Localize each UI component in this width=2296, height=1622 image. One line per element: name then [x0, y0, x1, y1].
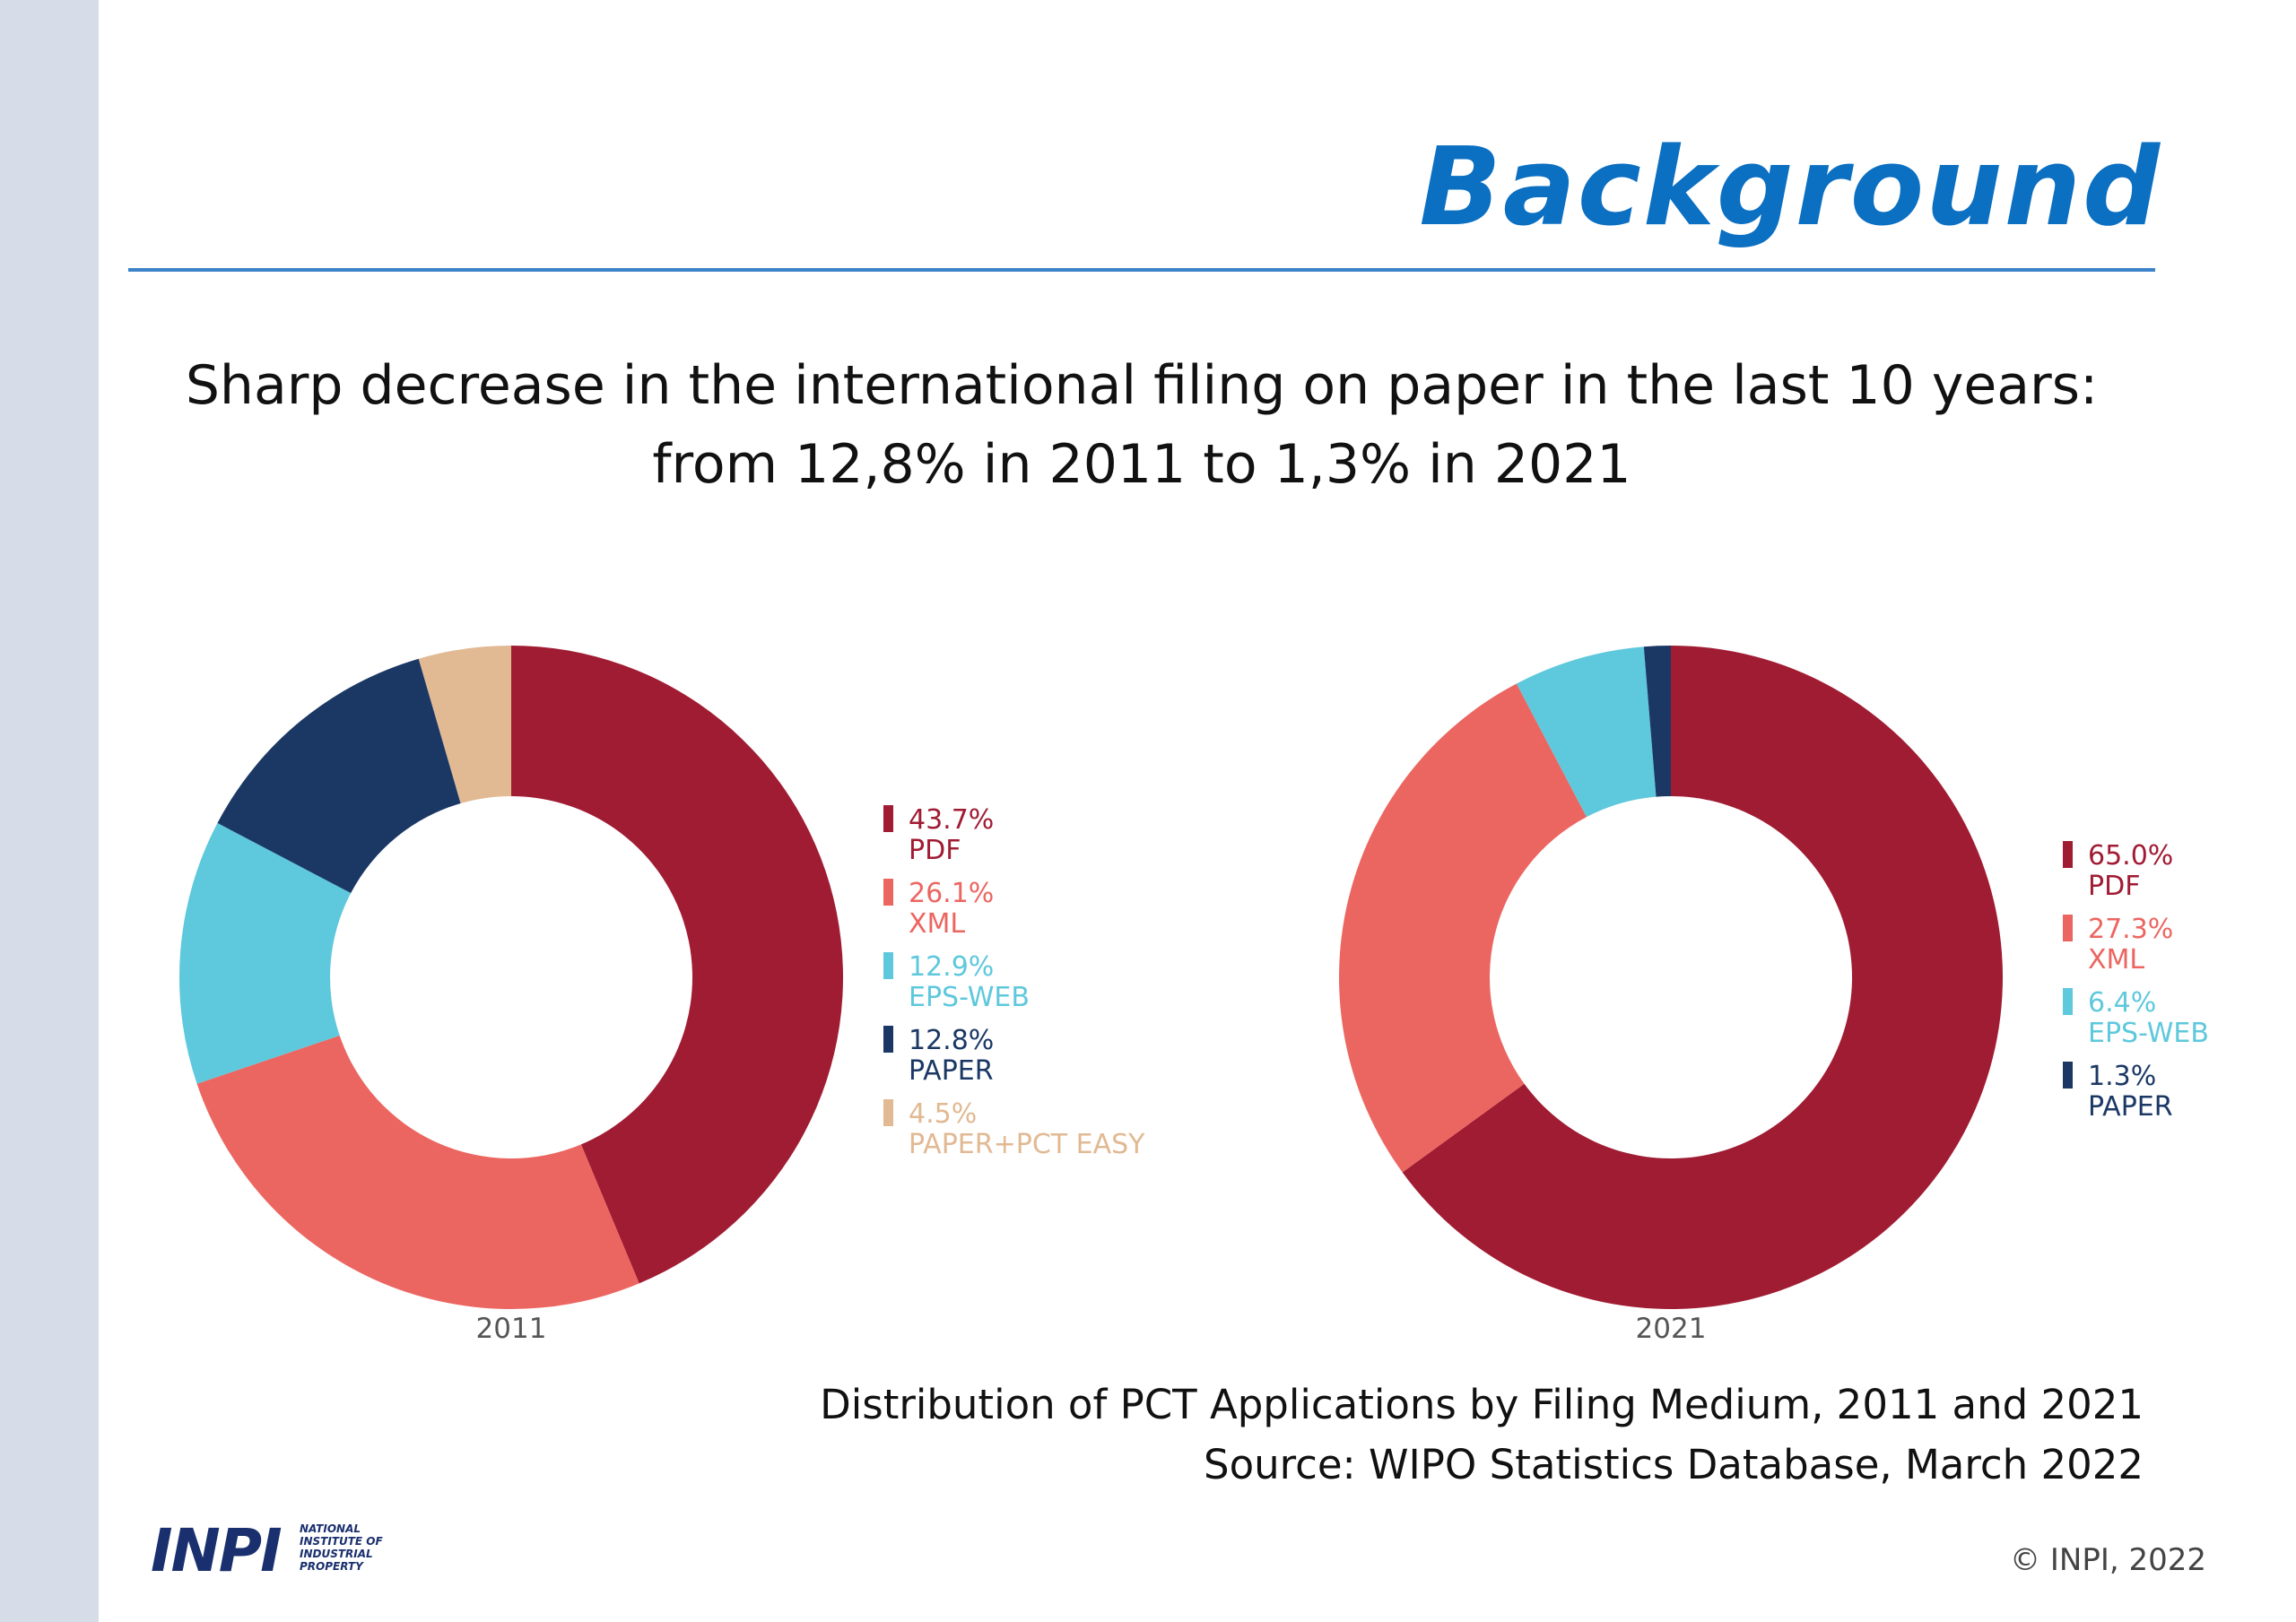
slice-eps-web: [179, 822, 352, 1084]
legend-swatch: [883, 1026, 893, 1053]
legend-label: PDF: [909, 835, 961, 866]
legend-label: XML: [2088, 944, 2144, 976]
legend-entry: 26.1%XML: [883, 878, 994, 940]
slice-pdf: [1402, 646, 2003, 1309]
legend-entry: 6.4%EPS-WEB: [2063, 987, 2209, 1049]
donut-chart-2021: 65.0%PDF 27.3%XML 6.4%EPS-WEB 1.3%PAPER 2021: [1339, 646, 2209, 1345]
slice-pdf: [511, 646, 843, 1284]
legend-swatch: [883, 879, 893, 906]
logo-mark: INPI: [151, 1516, 283, 1585]
slice-xml: [196, 1035, 639, 1309]
chart-source: Source: WIPO Statistics Database, March …: [1204, 1441, 2144, 1488]
legend-value: 43.7%: [909, 804, 994, 836]
logo-word: PROPERTY: [300, 1560, 363, 1573]
slide-sidebar: [0, 0, 99, 1622]
chart-year-label: 2021: [1636, 1313, 1707, 1345]
legend-swatch: [2063, 915, 2073, 941]
slice-xml: [1339, 683, 1587, 1173]
legend-entry: 4.5%PAPER+PCT EASY: [883, 1098, 1145, 1160]
slice-paper: [1643, 646, 1671, 797]
legend-entry: 43.7%PDF: [883, 804, 994, 866]
slide-title: Background: [1419, 126, 2161, 250]
title-divider: [128, 268, 2155, 272]
legend-value: 4.5%: [909, 1098, 977, 1130]
logo-words: NATIONAL INSTITUTE OF INDUSTRIAL PROPERT…: [300, 1522, 425, 1573]
legend-label: PAPER: [2088, 1091, 2173, 1123]
legend-entry: 12.9%EPS-WEB: [883, 951, 1030, 1013]
legend-swatch: [883, 1099, 893, 1126]
legend-swatch: [2063, 988, 2073, 1015]
legend-entry: 65.0%PDF: [2063, 840, 2173, 902]
legend-value: 27.3%: [2088, 914, 2173, 945]
legend-swatch: [883, 952, 893, 979]
chart-caption: Distribution of PCT Applications by Fili…: [820, 1381, 2144, 1428]
logo-word: INDUSTRIAL: [300, 1548, 373, 1560]
slice-paper-pct-easy: [418, 646, 511, 804]
legend-value: 65.0%: [2088, 840, 2173, 872]
donut-chart-2011: 43.7%PDF 26.1%XML 12.9%EPS-WEB 12.8%PAPER 4.…: [179, 646, 1145, 1345]
legend-entry: 12.8%PAPER: [883, 1025, 994, 1087]
legend-entry: 1.3%PAPER: [2063, 1061, 2173, 1123]
legend-label: PAPER+PCT EASY: [909, 1129, 1145, 1160]
legend-value: 12.9%: [909, 951, 994, 983]
legend-value: 6.4%: [2088, 987, 2156, 1019]
logo-word: NATIONAL: [300, 1522, 361, 1535]
legend-value: 12.8%: [909, 1025, 994, 1056]
legend-entry: 27.3%XML: [2063, 914, 2173, 976]
legend-swatch: [883, 805, 893, 832]
legend-label: EPS-WEB: [2088, 1018, 2209, 1049]
legend-swatch: [2063, 841, 2073, 868]
legend-swatch: [2063, 1062, 2073, 1089]
inpi-logo: INPI NATIONAL INSTITUTE OF INDUSTRIAL PR…: [151, 1515, 429, 1587]
chart-year-label: 2011: [476, 1313, 547, 1345]
headline-line-1: Sharp decrease in the international fili…: [185, 354, 2099, 417]
legend-label: PAPER: [909, 1055, 994, 1087]
logo-word: INSTITUTE OF: [300, 1535, 383, 1548]
legend-value: 1.3%: [2088, 1061, 2156, 1092]
legend-value: 26.1%: [909, 878, 994, 909]
slice-eps-web: [1516, 646, 1657, 818]
headline-line-2: from 12,8% in 2011 to 1,3% in 2021: [652, 433, 1631, 496]
legend-label: XML: [909, 908, 965, 940]
copyright: © INPI, 2022: [2010, 1542, 2206, 1578]
legend-label: PDF: [2088, 871, 2140, 902]
legend-label: EPS-WEB: [909, 982, 1030, 1013]
slice-paper: [217, 658, 461, 894]
